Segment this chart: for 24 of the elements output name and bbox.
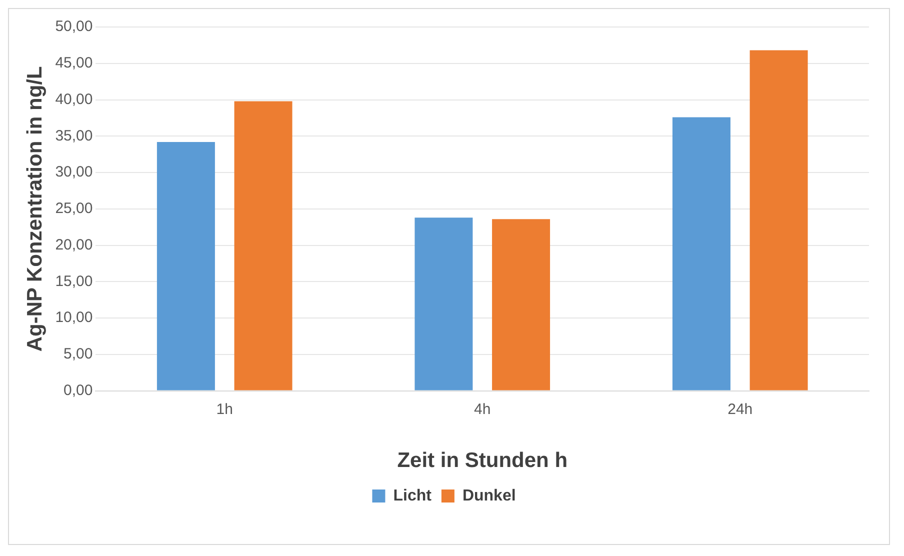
y-tick-label: 25,00 [55,200,93,218]
y-tick-label: 15,00 [55,272,93,290]
bar [156,142,215,390]
bar [672,117,730,390]
y-tick-label: 5,00 [64,346,93,363]
y-tick-label: 45,00 [55,54,93,72]
x-tick-label: 24h [728,400,753,418]
legend-label: Dunkel [462,487,516,504]
y-tick-label: 0,00 [64,382,93,399]
y-tick-label: 40,00 [55,90,93,108]
bar [414,218,473,390]
y-tick-label: 10,00 [55,309,93,326]
bar [750,50,808,390]
x-axis-title: Zeit in Stunden h [397,449,568,472]
bar [492,219,550,390]
x-tick-label: 4h [474,400,491,418]
y-tick-label: 20,00 [55,236,93,254]
y-tick-label: 35,00 [55,127,93,144]
x-tick-label: 1h [216,400,233,418]
y-tick-label: 50,00 [55,18,93,36]
bar [234,101,292,390]
y-tick-label: 30,00 [55,164,93,181]
legend-label: Licht [393,487,432,504]
y-axis-title: Ag-NP Konzentration in ng/L [23,66,46,352]
